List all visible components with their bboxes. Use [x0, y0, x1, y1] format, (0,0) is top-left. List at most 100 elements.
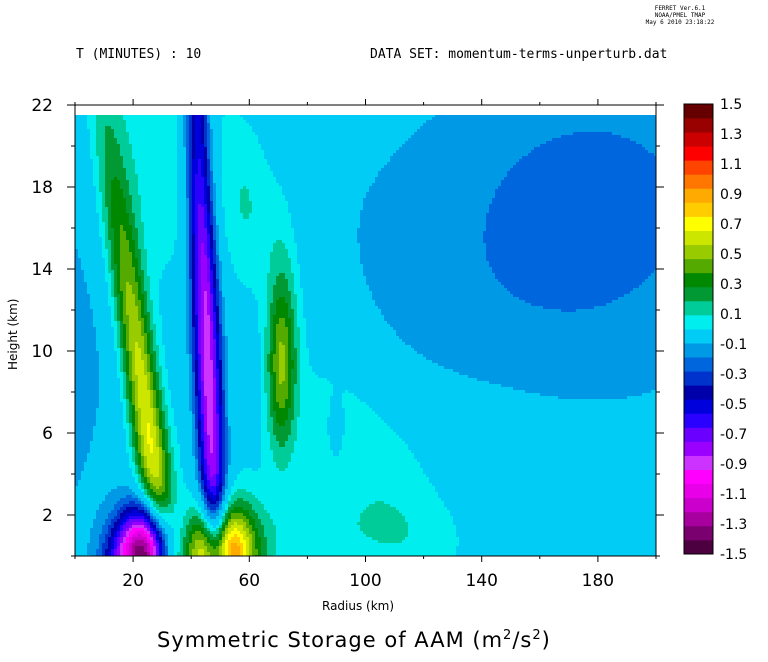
field-cell	[291, 156, 295, 160]
field-cell	[288, 168, 292, 172]
field-cell	[102, 186, 106, 190]
field-cell	[303, 189, 307, 193]
field-cell	[294, 141, 298, 145]
field-cell	[192, 115, 196, 118]
field-cell	[621, 150, 625, 154]
field-cell	[615, 159, 619, 163]
field-cell	[321, 115, 325, 118]
field-cell	[90, 162, 94, 166]
field-cell	[315, 153, 319, 157]
field-cell	[510, 141, 514, 145]
field-cell	[240, 115, 244, 118]
field-cell	[354, 171, 358, 175]
field-cell	[150, 171, 154, 175]
field-cell	[90, 159, 94, 163]
field-cell	[129, 159, 133, 163]
field-cell	[507, 165, 511, 169]
field-cell	[207, 177, 211, 181]
field-cell	[351, 159, 355, 163]
field-cell	[117, 165, 121, 169]
field-cell	[531, 153, 535, 157]
field-cell	[507, 126, 511, 130]
field-cell	[606, 132, 610, 136]
field-cell	[483, 168, 487, 172]
field-cell	[360, 153, 364, 157]
field-cell	[246, 141, 250, 145]
field-cell	[159, 150, 163, 154]
field-cell	[513, 171, 517, 175]
field-cell	[450, 144, 454, 148]
field-cell	[465, 138, 469, 142]
field-cell	[393, 165, 397, 169]
field-cell	[201, 141, 205, 145]
field-cell	[183, 153, 187, 157]
field-cell	[201, 117, 205, 121]
field-cell	[339, 165, 343, 169]
field-cell	[531, 168, 535, 172]
field-cell	[393, 150, 397, 154]
field-cell	[93, 135, 97, 139]
field-cell	[159, 183, 163, 187]
field-cell	[603, 177, 607, 181]
field-cell	[591, 177, 595, 181]
field-cell	[600, 177, 604, 181]
field-cell	[96, 153, 100, 157]
field-cell	[234, 141, 238, 145]
field-cell	[351, 150, 355, 154]
field-cell	[561, 168, 565, 172]
field-cell	[636, 159, 640, 163]
field-cell	[264, 153, 268, 157]
field-cell	[183, 177, 187, 181]
field-cell	[513, 120, 517, 124]
field-cell	[519, 183, 523, 187]
field-cell	[255, 135, 259, 139]
field-cell	[243, 115, 247, 118]
field-cell	[501, 123, 505, 127]
field-cell	[426, 115, 430, 118]
field-cell	[159, 123, 163, 127]
field-cell	[429, 129, 433, 133]
field-cell	[489, 177, 493, 181]
field-cell	[519, 135, 523, 139]
field-cell	[312, 189, 316, 193]
field-cell	[501, 174, 505, 178]
field-cell	[273, 150, 277, 154]
field-cell	[93, 129, 97, 133]
field-cell	[504, 174, 508, 178]
field-cell	[195, 177, 199, 181]
field-cell	[489, 141, 493, 145]
field-cell	[351, 171, 355, 175]
field-cell	[246, 132, 250, 136]
field-cell	[618, 129, 622, 133]
field-cell	[387, 183, 391, 187]
field-cell	[276, 159, 280, 163]
field-cell	[78, 115, 82, 118]
field-cell	[462, 135, 466, 139]
field-cell	[189, 168, 193, 172]
field-cell	[237, 186, 241, 190]
field-cell	[180, 168, 184, 172]
field-cell	[462, 144, 466, 148]
field-cell	[522, 117, 526, 121]
field-cell	[261, 135, 265, 139]
field-cell	[474, 123, 478, 127]
field-cell	[384, 138, 388, 142]
field-cell	[117, 138, 121, 142]
field-cell	[360, 159, 364, 163]
field-cell	[585, 144, 589, 148]
field-cell	[162, 165, 166, 169]
field-cell	[627, 120, 631, 124]
field-cell	[144, 144, 148, 148]
field-cell	[597, 168, 601, 172]
field-cell	[375, 135, 379, 139]
field-cell	[459, 135, 463, 139]
field-cell	[312, 180, 316, 184]
field-cell	[141, 115, 145, 118]
field-cell	[576, 159, 580, 163]
field-cell	[411, 138, 415, 142]
field-cell	[516, 132, 520, 136]
field-cell	[555, 177, 559, 181]
field-cell	[630, 159, 634, 163]
field-cell	[144, 120, 148, 124]
field-cell	[300, 117, 304, 121]
